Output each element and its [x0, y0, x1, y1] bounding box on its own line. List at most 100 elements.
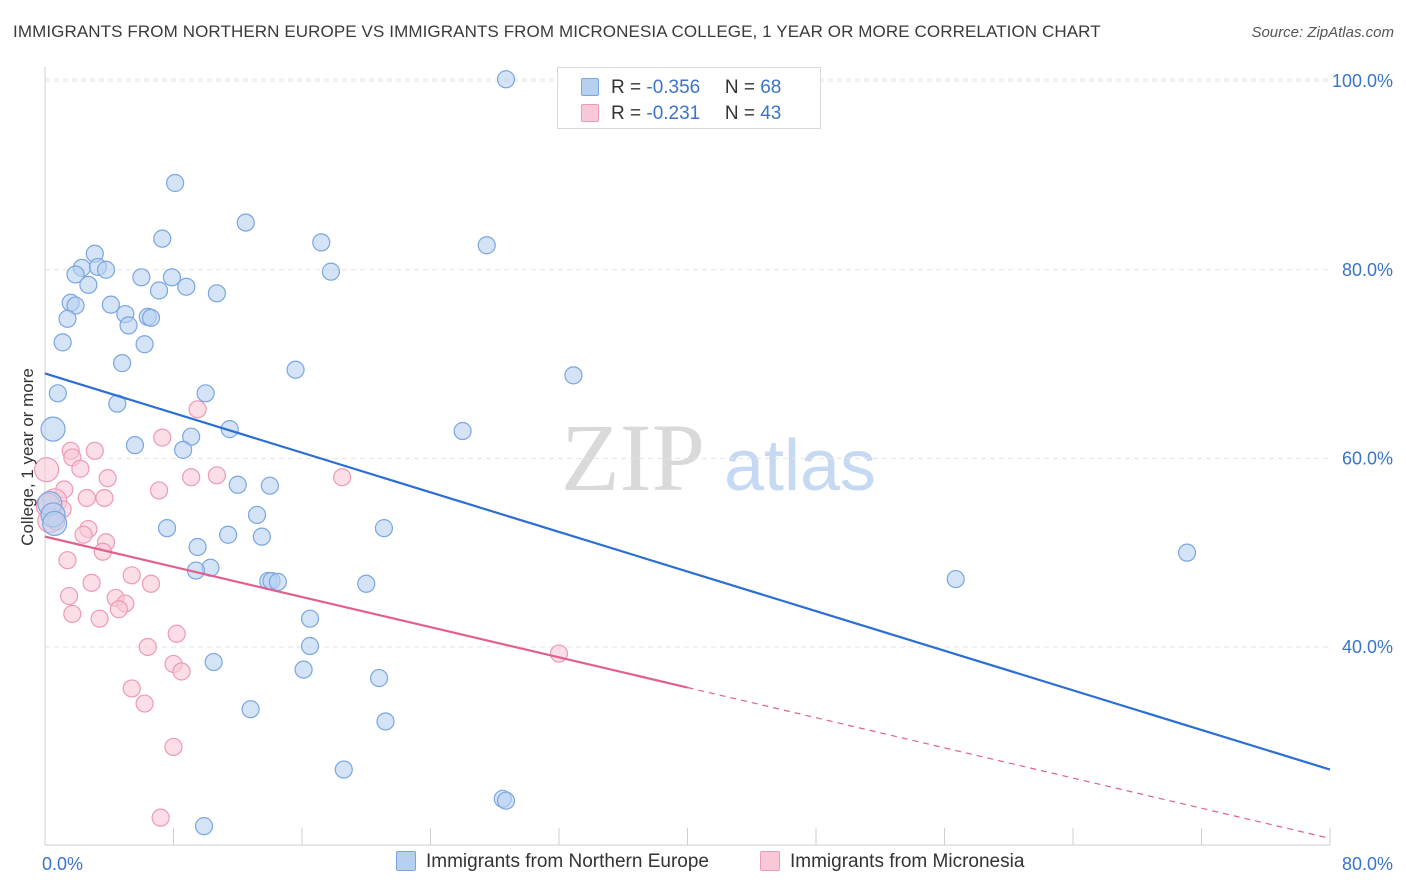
y-tick-label: 40.0% — [1342, 637, 1393, 657]
data-point — [376, 712, 395, 731]
data-point — [112, 354, 132, 373]
micronesia-points — [34, 400, 569, 827]
data-point — [48, 384, 67, 403]
data-point — [172, 662, 191, 681]
legend-r-value: -0.356 — [646, 77, 701, 98]
data-point — [162, 268, 181, 287]
bottom-legend-label: Immigrants from Micronesia — [790, 851, 1025, 872]
bottom-legend-swatch-pink — [760, 851, 780, 871]
legend-n-label: N = — [724, 103, 761, 124]
trend-line — [44, 372, 1331, 771]
data-point — [204, 652, 223, 672]
data-point — [260, 476, 279, 495]
data-point — [496, 70, 516, 89]
data-point — [79, 275, 98, 294]
data-point — [300, 636, 320, 656]
data-point — [196, 384, 215, 403]
data-point — [166, 173, 185, 193]
y-tick-label: 100.0% — [1332, 71, 1393, 91]
data-point — [59, 586, 79, 606]
data-point — [194, 817, 214, 836]
data-point — [101, 295, 120, 314]
data-point — [268, 572, 288, 591]
bottom-legend-swatch-blue — [396, 851, 416, 871]
data-point — [286, 360, 305, 379]
data-point — [66, 265, 85, 284]
data-point — [174, 440, 193, 459]
y-axis-label: College, 1 year or more — [18, 368, 37, 546]
bottom-legend-northern-europe: Immigrants from Northern Europe — [396, 851, 709, 877]
data-point — [294, 660, 313, 679]
axes — [44, 67, 1331, 846]
data-point — [122, 679, 141, 698]
y-tick-label: 80.0% — [1342, 260, 1393, 280]
legend-n-label: N = — [724, 77, 761, 98]
zipatlas-watermark: ZIP atlas — [561, 404, 876, 511]
data-point — [167, 624, 186, 643]
data-point — [149, 281, 169, 300]
data-point — [153, 229, 172, 248]
data-point — [71, 459, 90, 478]
bottom-legend-label: Immigrants from Northern Europe — [426, 851, 709, 872]
data-point — [119, 316, 138, 335]
legend-row-northern-europe: R = -0.356 N = 68 — [581, 77, 782, 99]
watermark-atlas: atlas — [724, 426, 876, 506]
data-point — [141, 308, 161, 327]
trend-line — [44, 535, 688, 689]
data-point — [236, 213, 255, 232]
x-tick-label: 0.0% — [42, 854, 83, 874]
data-point — [241, 700, 260, 719]
data-point — [164, 737, 183, 757]
legend-n-value: 68 — [760, 77, 782, 98]
data-point — [177, 277, 196, 296]
data-point — [66, 296, 85, 315]
source-label: Source: ZipAtlas.com — [1251, 24, 1394, 41]
data-point — [42, 510, 68, 537]
data-point — [95, 488, 114, 508]
data-point — [188, 400, 207, 419]
data-point — [122, 566, 141, 585]
data-point — [157, 519, 177, 538]
data-point — [228, 475, 247, 494]
data-point — [135, 694, 154, 713]
data-point — [125, 436, 145, 455]
data-point — [453, 421, 472, 441]
data-point — [252, 527, 271, 546]
data-point — [135, 335, 154, 354]
data-point — [207, 284, 226, 303]
data-point — [58, 309, 77, 328]
data-point — [77, 488, 96, 508]
data-point — [40, 416, 66, 442]
data-point — [141, 574, 161, 593]
legend-r-label: R = — [611, 103, 647, 124]
data-point — [85, 441, 104, 460]
data-point — [370, 668, 389, 688]
legend-r-label: R = — [611, 77, 647, 98]
data-point — [182, 468, 201, 487]
data-point — [74, 525, 93, 544]
data-point — [58, 551, 77, 570]
grid-lines — [45, 78, 1330, 648]
data-point — [946, 569, 965, 589]
data-point — [109, 600, 128, 619]
data-point — [98, 469, 117, 488]
northern-europe-points — [37, 70, 1197, 836]
trend-line-extension — [687, 686, 1331, 839]
data-point — [1177, 543, 1197, 562]
watermark-zip: ZIP — [561, 404, 705, 511]
data-point — [496, 791, 516, 810]
data-point — [300, 609, 320, 628]
data-point — [63, 604, 82, 624]
trend-lines — [44, 372, 1331, 839]
data-point — [219, 525, 238, 544]
legend-r-value: -0.231 — [646, 103, 701, 124]
y-tick-label: 60.0% — [1342, 448, 1393, 468]
data-point — [182, 427, 201, 446]
data-point — [82, 573, 101, 592]
chart-title: IMMIGRANTS FROM NORTHERN EUROPE VS IMMIG… — [13, 22, 1101, 41]
data-point — [132, 268, 151, 287]
data-point — [96, 260, 116, 279]
data-point — [247, 505, 267, 525]
data-point — [153, 428, 172, 447]
